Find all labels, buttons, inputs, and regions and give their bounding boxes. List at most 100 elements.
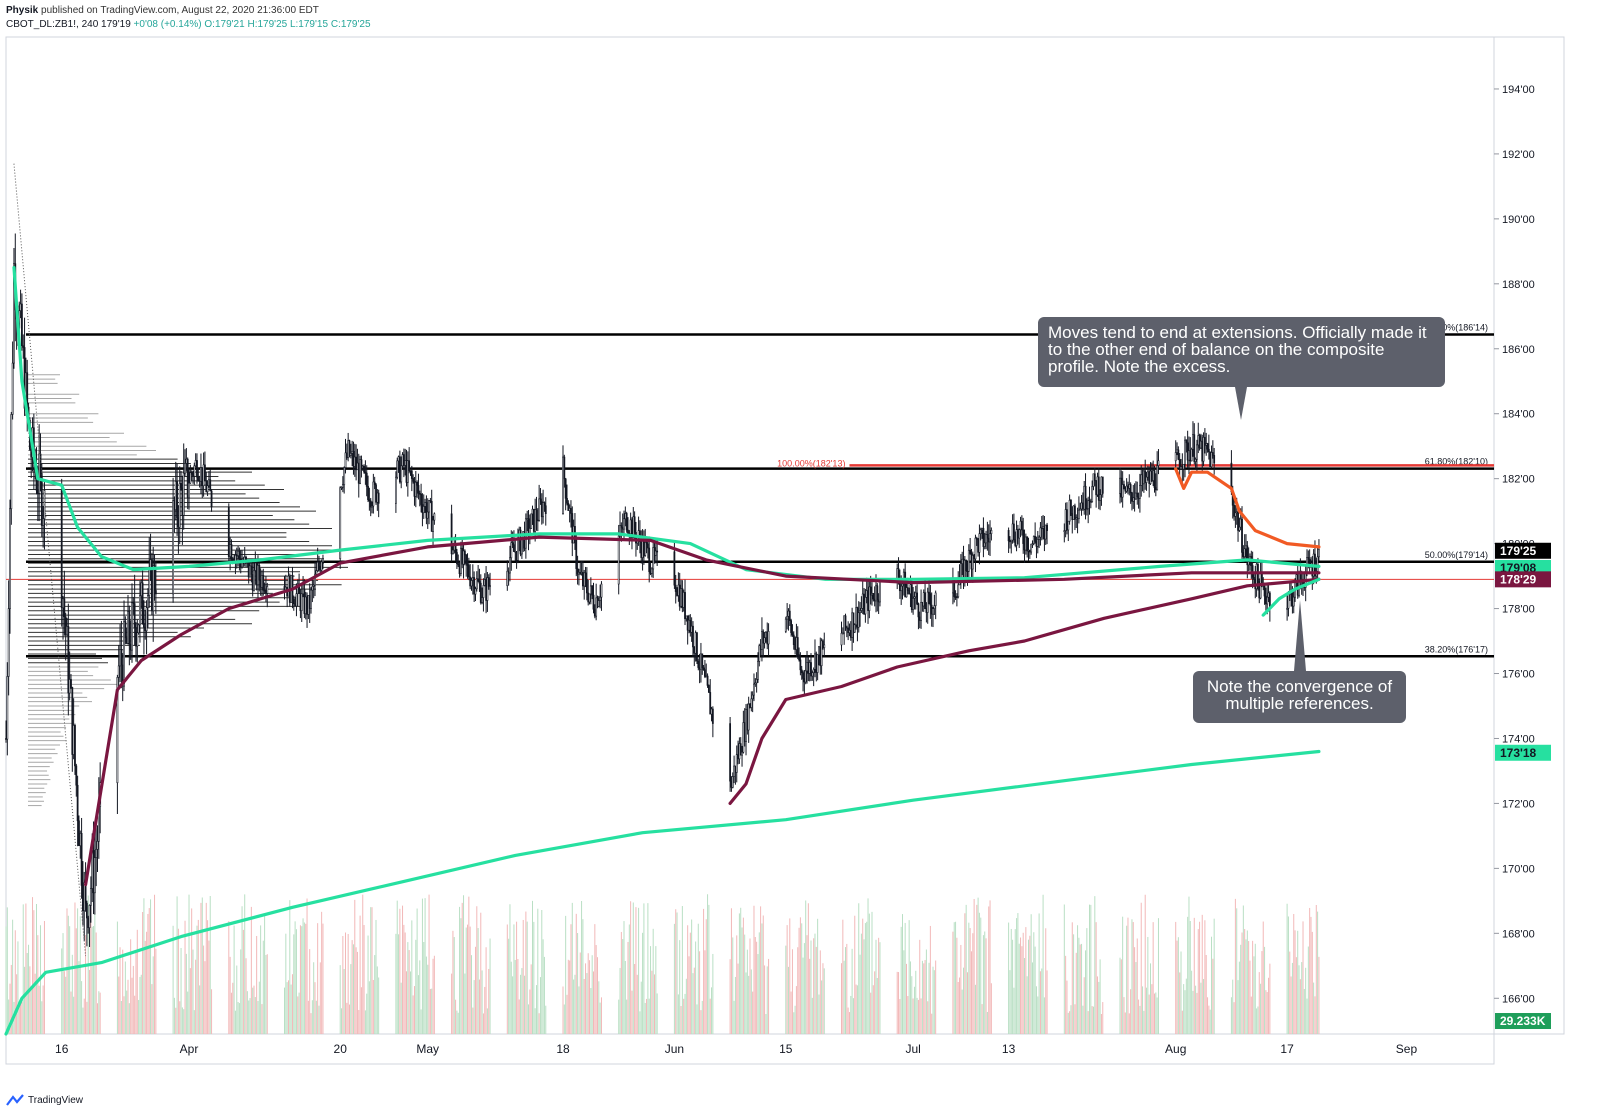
- candle-body: [1135, 492, 1137, 500]
- candle-body: [1185, 439, 1188, 444]
- candle-body: [981, 528, 983, 531]
- candle-body: [966, 570, 969, 572]
- candle-body: [515, 550, 518, 561]
- candle-body: [928, 591, 930, 595]
- volume-bars: [5, 894, 1320, 1034]
- candle-body: [5, 738, 7, 740]
- candle-body: [653, 547, 656, 556]
- candle-body: [377, 492, 380, 504]
- candle-body: [372, 481, 375, 507]
- candle-body: [72, 725, 75, 755]
- candle-body: [916, 592, 919, 604]
- candle-body: [1124, 486, 1127, 492]
- candle-body: [1085, 508, 1088, 511]
- candle-body: [654, 550, 657, 556]
- candle-body: [918, 616, 921, 621]
- candle-body: [1088, 500, 1091, 503]
- candle-body: [263, 589, 266, 592]
- candle-body: [588, 593, 591, 603]
- candle-body: [1074, 505, 1076, 520]
- candle-body: [802, 672, 804, 679]
- y-tick-label: 166'00: [1502, 993, 1535, 1005]
- vwap-lines: [4, 266, 1321, 1036]
- candle-body: [1095, 480, 1098, 496]
- tradingview-logo[interactable]: TradingView: [6, 1094, 83, 1106]
- price-tag-box: [1495, 542, 1551, 559]
- annotation-top[interactable]: Moves tend to end at extensions. Officia…: [1038, 317, 1445, 387]
- candle-body: [466, 563, 469, 566]
- symbol-name[interactable]: CBOT_DL:ZB1!, 240: [6, 19, 99, 30]
- candle-body: [737, 754, 739, 760]
- candle-body: [13, 263, 15, 364]
- candle-body: [255, 562, 258, 586]
- candle-body: [564, 478, 567, 499]
- candle-body: [568, 508, 571, 511]
- annotation-bottom[interactable]: Note the convergence of multiple referen…: [1193, 671, 1406, 723]
- candle-body: [1264, 595, 1267, 605]
- candle-body: [351, 450, 354, 454]
- candle-body: [353, 456, 356, 467]
- candle-body: [479, 582, 482, 603]
- candle-body: [456, 552, 458, 564]
- candle-body: [235, 554, 238, 557]
- candle-body: [855, 607, 857, 626]
- candle-body: [974, 537, 977, 560]
- candle-body: [595, 597, 598, 617]
- candle-body: [74, 725, 76, 767]
- candle-body: [538, 498, 541, 521]
- candle-body: [620, 525, 623, 528]
- candle-body: [1206, 443, 1209, 450]
- candle-body: [430, 501, 433, 532]
- candle-body: [461, 547, 464, 565]
- candle-body: [318, 561, 320, 567]
- time-axis[interactable]: [5, 1033, 1495, 1065]
- price-axis[interactable]: [1493, 36, 1565, 1035]
- candle-body: [987, 537, 990, 543]
- y-tick-label: 184'00: [1502, 409, 1535, 421]
- candle-body: [1120, 477, 1123, 498]
- candle-body: [1071, 513, 1074, 520]
- candle-body: [1245, 545, 1247, 550]
- candle-body: [982, 528, 985, 547]
- candle-body: [761, 631, 763, 650]
- candle-body: [6, 676, 9, 740]
- candle-body: [1174, 452, 1177, 462]
- candle-body: [849, 630, 852, 638]
- candle-body: [1099, 494, 1102, 501]
- candle-body: [794, 644, 796, 650]
- candle-body: [570, 508, 572, 514]
- candle-body: [799, 659, 802, 671]
- x-tick-label: Sep: [1396, 1042, 1418, 1056]
- candle-body: [808, 662, 811, 674]
- candle-body: [820, 640, 823, 667]
- candle-body: [520, 538, 523, 555]
- candle-body: [694, 632, 697, 654]
- candle-body: [986, 534, 989, 539]
- candle-body: [128, 611, 131, 645]
- candle-body: [576, 568, 579, 575]
- candle-body: [152, 565, 155, 612]
- y-tick-label: 186'00: [1502, 344, 1535, 356]
- candle-body: [467, 565, 470, 578]
- candle-body: [593, 608, 596, 617]
- candle-body: [741, 751, 743, 756]
- candle-body: [287, 575, 290, 597]
- candle-body: [465, 554, 468, 565]
- candle-body: [815, 653, 818, 673]
- candle-body: [757, 660, 759, 680]
- candle-body: [733, 765, 735, 777]
- candle-body: [730, 780, 733, 788]
- candle-body: [823, 644, 826, 649]
- candle-body: [132, 602, 135, 604]
- candle-body: [648, 547, 651, 572]
- candle-body: [1093, 473, 1096, 481]
- author-name[interactable]: Physik: [6, 5, 39, 16]
- candle-body: [535, 509, 538, 521]
- candle-body: [755, 679, 758, 684]
- candle-body: [811, 672, 814, 677]
- candle-body: [1075, 517, 1078, 520]
- candle-body: [599, 596, 602, 601]
- candle-body: [295, 593, 298, 607]
- candle-body: [509, 557, 511, 574]
